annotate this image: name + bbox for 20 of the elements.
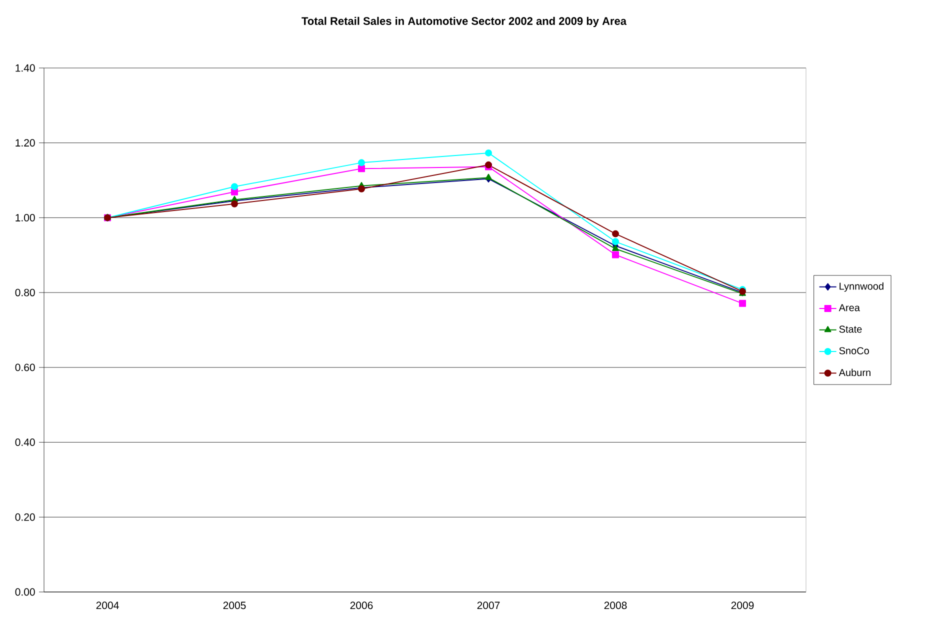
legend-label: State	[839, 326, 862, 333]
y-tick-label: 1.40	[16, 64, 35, 72]
y-tick-label: 0.80	[15, 288, 35, 296]
x-tick-label: 2008	[604, 602, 627, 610]
x-tick-label: 2004	[96, 602, 119, 610]
chart-title: Total Retail Sales in Automotive Sector 2002 and 2009 by Area	[302, 16, 627, 28]
y-tick-label: 0.00	[15, 588, 35, 596]
y-tick-label: 1.20	[16, 139, 35, 147]
x-tick-label: 2005	[223, 602, 246, 610]
y-tick-label: 0.20	[15, 513, 35, 521]
y-tick-label: 0.40	[15, 438, 35, 446]
legend-label: SnoCo	[839, 347, 869, 354]
legend-label: Lynnwood	[840, 282, 884, 292]
y-tick-label: 1.00	[16, 214, 35, 222]
x-tick-label: 2007	[477, 602, 500, 610]
y-tick-label: 0.60	[15, 364, 35, 372]
legend-label: Auburn	[838, 368, 870, 376]
x-tick-label: 2009	[731, 602, 754, 610]
legend-label: Area	[838, 304, 860, 312]
x-tick-label: 2006	[350, 602, 373, 610]
